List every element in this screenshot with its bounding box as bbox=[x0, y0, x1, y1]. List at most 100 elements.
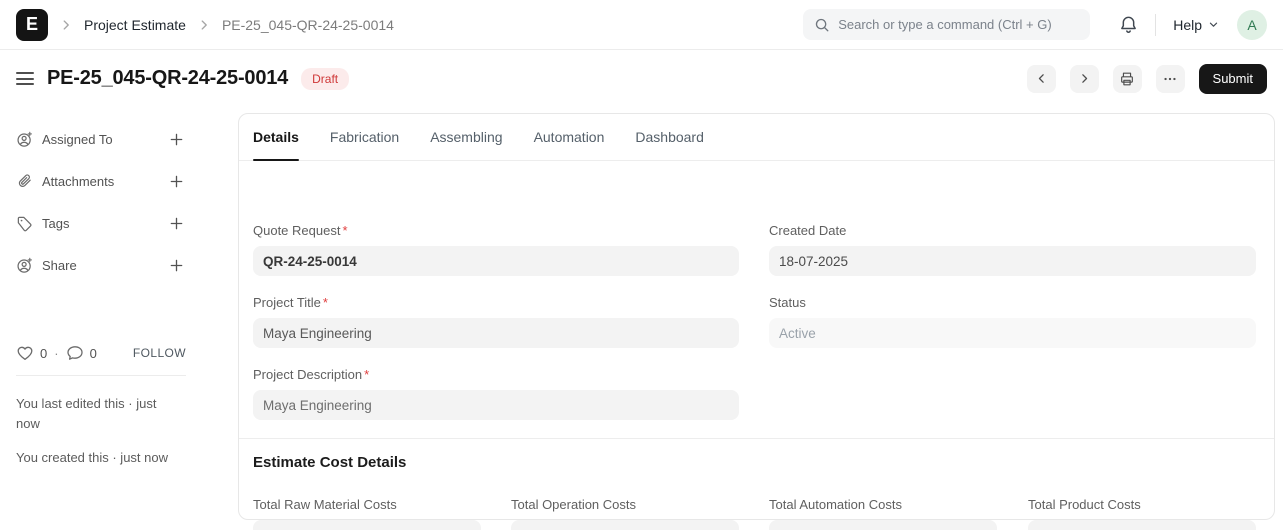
app-logo-letter: E bbox=[25, 14, 38, 34]
chevron-left-icon bbox=[1035, 72, 1048, 85]
total-automation-costs-value: 120 bbox=[769, 520, 997, 530]
field-total-automation-costs: Total Automation Costs 120 bbox=[769, 497, 997, 530]
like-heart-icon[interactable] bbox=[16, 344, 34, 362]
add-attachment-button[interactable] bbox=[167, 172, 186, 191]
status-badge: Draft bbox=[301, 67, 350, 90]
field-label: Status bbox=[769, 295, 806, 310]
top-navbar: E Project Estimate PE-25_045-QR-24-25-00… bbox=[0, 0, 1283, 50]
field-label: Total Product Costs bbox=[1028, 497, 1141, 512]
user-avatar[interactable]: A bbox=[1237, 9, 1267, 40]
total-raw-material-costs-value: 27,173 bbox=[253, 520, 481, 530]
bell-icon bbox=[1119, 15, 1138, 34]
print-button[interactable] bbox=[1112, 64, 1142, 93]
previous-document-button[interactable] bbox=[1026, 64, 1056, 93]
search-input[interactable] bbox=[838, 17, 1080, 32]
add-share-button[interactable] bbox=[167, 256, 186, 275]
sidebar-item-share[interactable]: Share bbox=[16, 253, 186, 277]
field-total-product-costs: Total Product Costs 28,533 bbox=[1028, 497, 1256, 530]
form-tabs: Details Fabrication Assembling Automatio… bbox=[239, 114, 1274, 161]
required-marker: * bbox=[322, 295, 328, 310]
tab-dashboard[interactable]: Dashboard bbox=[635, 114, 704, 160]
sidebar-item-label: Assigned To bbox=[42, 131, 113, 147]
field-project-description: Project Description * Maya Engineering bbox=[253, 367, 739, 420]
comment-icon[interactable] bbox=[66, 344, 84, 362]
breadcrumb-separator-icon bbox=[59, 18, 73, 32]
document-header-left: PE-25_045-QR-24-25-0014 Draft bbox=[16, 67, 350, 90]
sidebar-toggle-button[interactable] bbox=[16, 68, 34, 89]
notifications-button[interactable] bbox=[1117, 13, 1140, 36]
created-text: You created this · just now bbox=[16, 450, 168, 465]
document-header: PE-25_045-QR-24-25-0014 Draft bbox=[0, 50, 1283, 107]
sidebar-item-tags[interactable]: Tags bbox=[16, 211, 186, 235]
breadcrumb-project-estimate[interactable]: Project Estimate bbox=[84, 16, 186, 33]
add-tag-button[interactable] bbox=[167, 214, 186, 233]
navbar-divider bbox=[1155, 13, 1157, 36]
user-plus-icon bbox=[16, 257, 33, 274]
form-card: Details Fabrication Assembling Automatio… bbox=[238, 113, 1275, 530]
sidebar-item-attachments[interactable]: Attachments bbox=[16, 169, 186, 193]
tab-details[interactable]: Details bbox=[253, 114, 299, 161]
field-total-operation-costs: Total Operation Costs 1,240 bbox=[511, 497, 739, 530]
created-date-input[interactable]: 18-07-2025 bbox=[769, 246, 1256, 276]
count-separator: · bbox=[54, 345, 59, 361]
user-plus-icon bbox=[16, 131, 33, 148]
status-value: Active bbox=[769, 318, 1256, 348]
breadcrumb: E Project Estimate PE-25_045-QR-24-25-00… bbox=[16, 8, 394, 41]
sidebar-sections: Assigned To Attachments Tags bbox=[16, 113, 186, 277]
field-quote-request: Quote Request * QR-24-25-0014 bbox=[253, 223, 739, 276]
field-project-title: Project Title * Maya Engineering bbox=[253, 295, 739, 348]
submit-button[interactable]: Submit bbox=[1198, 63, 1267, 94]
project-description-input[interactable]: Maya Engineering bbox=[253, 390, 739, 420]
quote-request-input[interactable]: QR-24-25-0014 bbox=[253, 246, 739, 276]
cost-section-title: Estimate Cost Details bbox=[253, 454, 407, 471]
tag-icon bbox=[16, 215, 33, 232]
document-header-actions: Submit bbox=[1026, 63, 1267, 94]
printer-icon bbox=[1119, 71, 1135, 87]
add-assignment-button[interactable] bbox=[167, 130, 186, 149]
chevron-right-icon bbox=[1078, 72, 1091, 85]
engagement-row: 0 · 0 FOLLOW bbox=[16, 341, 186, 365]
sidebar-item-label: Share bbox=[42, 257, 77, 273]
field-label: Created Date bbox=[769, 223, 847, 238]
field-total-raw-material-costs: Total Raw Material Costs 27,173 bbox=[253, 497, 481, 530]
tab-fabrication[interactable]: Fabrication bbox=[330, 114, 399, 160]
sidebar-item-assigned-to[interactable]: Assigned To bbox=[16, 127, 186, 151]
required-marker: * bbox=[342, 223, 348, 238]
last-edited-text: You last edited this · just now bbox=[16, 396, 157, 431]
chevron-down-icon bbox=[1208, 19, 1219, 30]
global-search[interactable] bbox=[803, 9, 1091, 40]
tab-assembling[interactable]: Assembling bbox=[430, 114, 502, 160]
project-title-input[interactable]: Maya Engineering bbox=[253, 318, 739, 348]
ellipsis-icon bbox=[1162, 71, 1178, 87]
sidebar-item-label: Attachments bbox=[42, 173, 115, 189]
required-marker: * bbox=[364, 367, 370, 382]
tab-automation[interactable]: Automation bbox=[534, 114, 605, 160]
field-label: Total Raw Material Costs bbox=[253, 497, 397, 512]
sidebar-item-label: Tags bbox=[42, 215, 70, 231]
total-product-costs-value: 28,533 bbox=[1028, 520, 1256, 530]
field-label: Quote Request bbox=[253, 223, 341, 238]
field-label: Project Description bbox=[253, 367, 363, 382]
breadcrumb-current-doc[interactable]: PE-25_045-QR-24-25-0014 bbox=[221, 16, 394, 33]
navbar-actions: Help A bbox=[803, 9, 1267, 40]
field-label: Total Operation Costs bbox=[511, 497, 637, 512]
paperclip-icon bbox=[16, 173, 33, 190]
help-menu[interactable]: Help bbox=[1173, 17, 1219, 33]
total-operation-costs-value: 1,240 bbox=[511, 520, 739, 530]
field-created-date: Created Date 18-07-2025 bbox=[769, 223, 1256, 276]
help-label: Help bbox=[1173, 16, 1202, 33]
comments-count: 0 bbox=[89, 345, 97, 361]
sidebar-divider bbox=[16, 375, 186, 376]
more-actions-button[interactable] bbox=[1155, 64, 1185, 93]
details-tab-panel: Quote Request * QR-24-25-0014 Created Dat… bbox=[239, 161, 1274, 530]
field-label: Project Title bbox=[253, 295, 321, 310]
document-sidebar: Assigned To Attachments Tags bbox=[16, 113, 186, 520]
avatar-initial: A bbox=[1247, 16, 1257, 33]
section-divider bbox=[239, 438, 1274, 439]
field-status: Status Active bbox=[769, 295, 1256, 348]
app-logo[interactable]: E bbox=[16, 8, 48, 41]
likes-count: 0 bbox=[40, 345, 48, 361]
follow-button[interactable]: FOLLOW bbox=[132, 346, 186, 360]
next-document-button[interactable] bbox=[1069, 64, 1099, 93]
